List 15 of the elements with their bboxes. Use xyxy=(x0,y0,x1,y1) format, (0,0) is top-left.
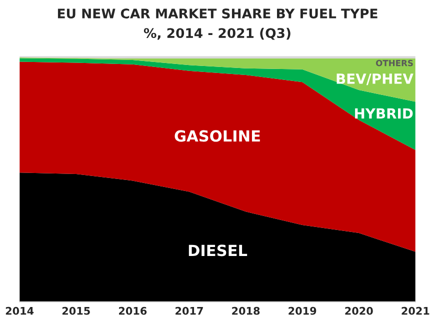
x-tick-label: 2020 xyxy=(345,306,373,315)
series-label: GASOLINE xyxy=(174,130,260,142)
x-tick-label: 2017 xyxy=(176,306,203,315)
series-label: HYBRID xyxy=(355,108,413,119)
x-tick-label: 2018 xyxy=(232,306,260,315)
chart-subtitle: %, 2014 - 2021 (Q3) xyxy=(144,28,290,40)
x-tick-label: 2016 xyxy=(119,306,147,315)
x-tick-label: 2014 xyxy=(6,306,34,315)
series-label: DIESEL xyxy=(188,244,248,256)
x-tick-label: 2015 xyxy=(62,306,90,315)
x-tick-label: 2021 xyxy=(402,306,430,315)
series-label: BEV/PHEV xyxy=(336,74,414,86)
series-label: OTHERS xyxy=(376,60,413,66)
x-tick-label: 2019 xyxy=(288,306,316,315)
chart-title: EU NEW CAR MARKET SHARE BY FUEL TYPE xyxy=(58,8,378,18)
